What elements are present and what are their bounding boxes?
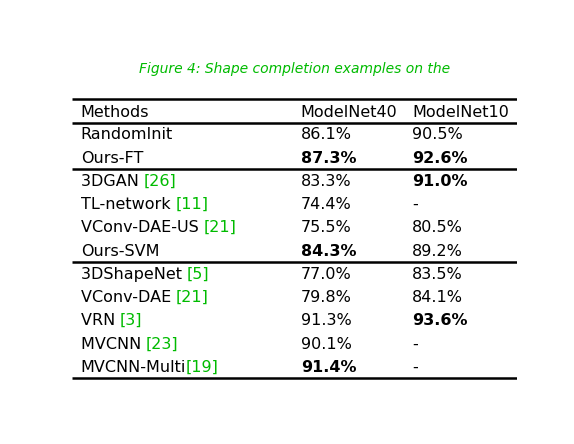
- Text: [23]: [23]: [146, 337, 179, 352]
- Text: 83.5%: 83.5%: [412, 267, 463, 282]
- Text: [11]: [11]: [176, 197, 208, 212]
- Text: VRN: VRN: [80, 313, 120, 328]
- Text: 91.3%: 91.3%: [301, 313, 352, 328]
- Text: 3DShapeNet: 3DShapeNet: [80, 267, 187, 282]
- Text: 3DGAN: 3DGAN: [80, 174, 144, 189]
- Text: [21]: [21]: [176, 290, 209, 305]
- Text: Ours-SVM: Ours-SVM: [80, 243, 159, 258]
- Text: 79.8%: 79.8%: [301, 290, 352, 305]
- Text: TL-network: TL-network: [80, 197, 176, 212]
- Text: 80.5%: 80.5%: [412, 220, 463, 235]
- Text: 90.1%: 90.1%: [301, 337, 352, 352]
- Text: ModelNet10: ModelNet10: [412, 105, 509, 120]
- Text: -: -: [412, 360, 418, 375]
- Text: Figure 4: Shape completion examples on the: Figure 4: Shape completion examples on t…: [138, 62, 450, 76]
- Text: [26]: [26]: [144, 174, 176, 189]
- Text: 91.0%: 91.0%: [412, 174, 468, 189]
- Text: [21]: [21]: [204, 220, 236, 235]
- Text: -: -: [412, 337, 418, 352]
- Text: 77.0%: 77.0%: [301, 267, 352, 282]
- Text: 83.3%: 83.3%: [301, 174, 351, 189]
- Text: VConv-DAE-US: VConv-DAE-US: [80, 220, 204, 235]
- Text: [19]: [19]: [186, 360, 219, 375]
- Text: 93.6%: 93.6%: [412, 313, 468, 328]
- Text: 90.5%: 90.5%: [412, 127, 463, 142]
- Text: 84.1%: 84.1%: [412, 290, 463, 305]
- Text: 89.2%: 89.2%: [412, 243, 463, 258]
- Text: 86.1%: 86.1%: [301, 127, 352, 142]
- Text: ModelNet40: ModelNet40: [301, 105, 398, 120]
- Text: MVCNN-Multi: MVCNN-Multi: [80, 360, 186, 375]
- Text: 84.3%: 84.3%: [301, 243, 356, 258]
- Text: 75.5%: 75.5%: [301, 220, 352, 235]
- Text: [3]: [3]: [120, 313, 142, 328]
- Text: 87.3%: 87.3%: [301, 151, 356, 166]
- Text: 92.6%: 92.6%: [412, 151, 468, 166]
- Text: -: -: [412, 197, 418, 212]
- Text: 91.4%: 91.4%: [301, 360, 356, 375]
- Text: MVCNN: MVCNN: [80, 337, 146, 352]
- Text: RandomInit: RandomInit: [80, 127, 173, 142]
- Text: [5]: [5]: [187, 267, 210, 282]
- Text: 74.4%: 74.4%: [301, 197, 352, 212]
- Text: Methods: Methods: [80, 105, 149, 120]
- Text: VConv-DAE: VConv-DAE: [80, 290, 176, 305]
- Text: Ours-FT: Ours-FT: [80, 151, 143, 166]
